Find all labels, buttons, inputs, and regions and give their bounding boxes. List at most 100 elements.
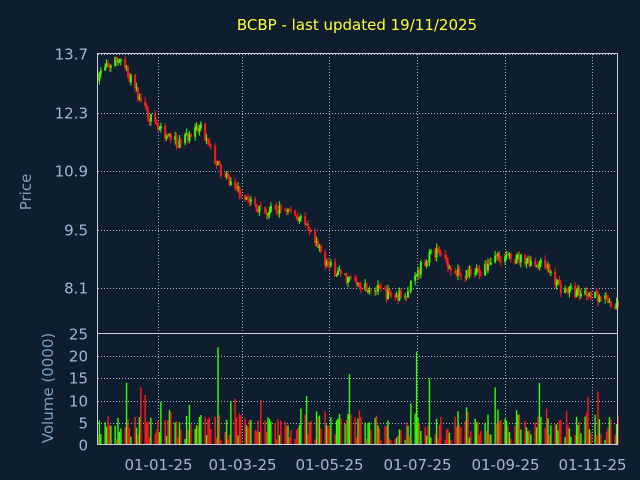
candle-body bbox=[105, 63, 108, 67]
candle-body bbox=[268, 211, 271, 215]
volume-bar bbox=[425, 435, 428, 445]
candle-body bbox=[579, 293, 582, 297]
volume-bar bbox=[257, 420, 259, 445]
candle-body bbox=[565, 288, 568, 290]
volume-bar bbox=[320, 428, 322, 445]
candle-body bbox=[524, 254, 527, 265]
candle-body bbox=[279, 205, 282, 210]
candle-body bbox=[269, 205, 272, 212]
volume-bar bbox=[125, 382, 128, 445]
volume-bar bbox=[255, 431, 258, 445]
volume-bar bbox=[358, 410, 361, 445]
volume-tick-label: 15 bbox=[69, 370, 88, 388]
volume-bar bbox=[130, 436, 132, 445]
candle-body bbox=[294, 210, 297, 216]
volume-bar bbox=[407, 425, 409, 445]
price-axis-label: Price bbox=[17, 174, 35, 211]
candle-body bbox=[167, 135, 169, 137]
volume-bar bbox=[440, 416, 442, 445]
volume-bar bbox=[188, 404, 191, 445]
volume-bar bbox=[557, 430, 559, 445]
candle-body bbox=[215, 163, 218, 165]
candle-body bbox=[259, 205, 262, 207]
volume-bar bbox=[220, 440, 222, 445]
volume-bar bbox=[344, 424, 346, 445]
candle-body bbox=[345, 273, 348, 283]
candle-body bbox=[508, 253, 511, 256]
volume-bar bbox=[400, 430, 402, 445]
candle-body bbox=[165, 135, 168, 139]
candle-body bbox=[305, 223, 308, 225]
candle-body bbox=[348, 277, 351, 279]
candle-body bbox=[248, 199, 251, 202]
candle-body bbox=[394, 296, 397, 298]
volume-bar bbox=[415, 351, 418, 445]
candle-body bbox=[387, 289, 389, 300]
candle-body bbox=[224, 175, 227, 177]
volume-bar bbox=[457, 411, 459, 445]
candle-body bbox=[168, 133, 171, 136]
price-tick-label: 8.1 bbox=[64, 280, 88, 298]
volume-bar bbox=[377, 425, 379, 445]
candle-body bbox=[474, 273, 477, 275]
x-tick-label: 01-03-25 bbox=[208, 456, 276, 474]
volume-bar bbox=[330, 417, 332, 445]
candle-body bbox=[469, 269, 472, 274]
volume-bar bbox=[137, 434, 139, 445]
candle-body bbox=[217, 161, 219, 165]
candle-body bbox=[309, 231, 312, 233]
candle-body bbox=[244, 194, 247, 200]
candle-body bbox=[397, 294, 399, 301]
volume-bar bbox=[167, 420, 169, 445]
candle-body bbox=[337, 271, 339, 275]
volume-bar bbox=[315, 411, 318, 445]
candle-body bbox=[237, 186, 239, 189]
candle-body bbox=[428, 252, 431, 263]
volume-bar bbox=[438, 424, 441, 445]
price-tick-labels: 13.7 12.3 10.9 9.5 8.1 bbox=[55, 46, 88, 298]
candle-body bbox=[149, 113, 152, 122]
volume-bar bbox=[508, 432, 511, 445]
candle-body bbox=[509, 253, 512, 260]
candle-body bbox=[419, 262, 422, 275]
volume-bar bbox=[354, 417, 356, 445]
candle-body bbox=[517, 254, 519, 256]
volume-bar bbox=[335, 420, 338, 445]
volume-bar bbox=[487, 414, 489, 445]
volume-bar bbox=[367, 423, 369, 445]
candle-body bbox=[408, 291, 411, 293]
candle-body bbox=[194, 127, 197, 137]
volume-bar bbox=[204, 417, 206, 445]
volume-bar bbox=[565, 411, 568, 445]
candle-body bbox=[589, 292, 592, 299]
candle-body bbox=[148, 118, 151, 122]
candle-body bbox=[454, 270, 457, 274]
volume-bar bbox=[294, 439, 296, 445]
volume-bar bbox=[117, 417, 119, 445]
volume-bar bbox=[568, 428, 571, 445]
candle-body bbox=[404, 296, 407, 298]
volume-bar bbox=[258, 432, 261, 445]
candle-body bbox=[359, 286, 362, 290]
volume-bar bbox=[384, 425, 386, 445]
volume-bar bbox=[364, 422, 366, 445]
volume-bar bbox=[445, 429, 448, 445]
candle-body bbox=[358, 282, 361, 287]
price-candles bbox=[97, 56, 619, 310]
candle-body bbox=[338, 270, 341, 272]
candle-body bbox=[204, 123, 207, 141]
candle-body bbox=[188, 133, 191, 141]
volume-bar bbox=[444, 439, 446, 445]
volume-bar bbox=[504, 418, 506, 445]
volume-tick-labels: 25 20 15 10 5 0 bbox=[69, 326, 88, 455]
candle-body bbox=[484, 263, 487, 276]
candle-body bbox=[495, 255, 498, 257]
volume-bar bbox=[534, 422, 536, 445]
candle-body bbox=[328, 265, 331, 267]
volume-bar bbox=[304, 414, 306, 445]
candle-body bbox=[488, 263, 491, 265]
volume-bar bbox=[148, 437, 151, 445]
volume-bar bbox=[218, 415, 221, 445]
candle-body bbox=[228, 177, 231, 185]
candle-body bbox=[234, 181, 237, 188]
